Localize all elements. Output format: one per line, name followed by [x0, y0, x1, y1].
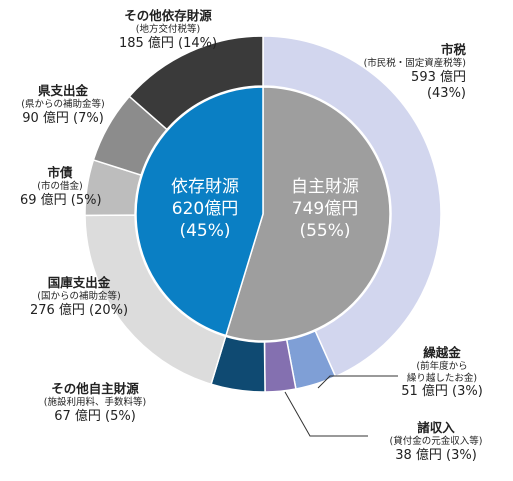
label-other-own: その他自主財源 (施設利用料、手数料等) 67 億円 (5%)	[20, 381, 170, 425]
label-misc-income-name: 諸収入	[417, 420, 455, 435]
label-other-dependent-name: その他依存財源	[124, 8, 212, 23]
label-city-bond-name: 市債	[47, 165, 73, 180]
label-carryover-name: 繰越金	[423, 345, 461, 360]
label-other-dependent-note: (地方交付税等)	[135, 23, 201, 35]
label-misc-income-amount: 38 億円 (3%)	[395, 447, 477, 463]
label-misc-income-note: (貸付金の元金収入等)	[389, 435, 483, 447]
label-other-dependent-amount: 185 億円 (14%)	[118, 35, 218, 51]
outer-slice-7	[128, 35, 264, 131]
label-other-own-note: (施設利用料、手数料等)	[43, 396, 147, 408]
inner-label-dependent: 依存財源 620億円 (45%)	[150, 176, 260, 242]
label-other-own-amount: 67 億円 (5%)	[54, 408, 136, 424]
label-city-tax-amount: 593 億円	[411, 69, 466, 85]
label-national-subsidy-name: 国庫支出金	[47, 275, 111, 290]
inner-label-own-name: 自主財源	[291, 177, 359, 197]
label-city-bond: 市債 (市の借金) 69 億円 (5%)	[20, 165, 102, 209]
outer-slice-0	[262, 35, 442, 378]
label-carryover: 繰越金 (前年度から 繰り越したお金) 51 億円 (3%)	[392, 345, 492, 401]
label-city-bond-amount: 69 億円 (5%)	[20, 192, 102, 208]
inner-slice-1	[135, 86, 264, 337]
leader-line-carryover	[317, 375, 398, 389]
label-city-tax: 市税 (市民税・固定資産税等) 593 億円 (43%)	[364, 42, 466, 102]
inner-label-dependent-name: 依存財源	[171, 177, 239, 197]
leader-line-misc-income	[284, 391, 368, 437]
label-prefectural-subsidy-amount: 90 億円 (7%)	[22, 110, 104, 126]
label-carryover-note: (前年度から 繰り越したお金)	[406, 360, 478, 384]
inner-label-own: 自主財源 749億円 (55%)	[270, 176, 380, 242]
label-national-subsidy: 国庫支出金 (国からの補助金等) 276 億円 (20%)	[14, 275, 144, 319]
label-national-subsidy-note: (国からの補助金等)	[37, 290, 121, 302]
label-city-tax-percent: (43%)	[426, 85, 466, 101]
label-prefectural-subsidy: 県支出金 (県からの補助金等) 90 億円 (7%)	[8, 83, 118, 127]
label-misc-income: 諸収入 (貸付金の元金収入等) 38 億円 (3%)	[368, 420, 504, 464]
inner-label-dependent-amount: 620億円	[171, 199, 239, 220]
inner-label-own-percent: (55%)	[299, 221, 351, 242]
inner-label-dependent-percent: (45%)	[179, 221, 231, 242]
label-other-own-name: その他自主財源	[51, 381, 139, 396]
label-national-subsidy-amount: 276 億円 (20%)	[29, 302, 129, 318]
label-prefectural-subsidy-name: 県支出金	[37, 83, 88, 98]
inner-label-own-amount: 749億円	[291, 199, 359, 220]
label-other-dependent: その他依存財源 (地方交付税等) 185 億円 (14%)	[98, 8, 238, 52]
label-city-tax-note: (市民税・固定資産税等)	[363, 57, 466, 69]
label-city-bond-note: (市の借金)	[37, 180, 83, 192]
label-city-tax-name: 市税	[440, 42, 466, 57]
label-prefectural-subsidy-note: (県からの補助金等)	[21, 98, 105, 110]
label-carryover-amount: 51 億円 (3%)	[401, 384, 483, 400]
inner-slice-0	[225, 86, 391, 342]
